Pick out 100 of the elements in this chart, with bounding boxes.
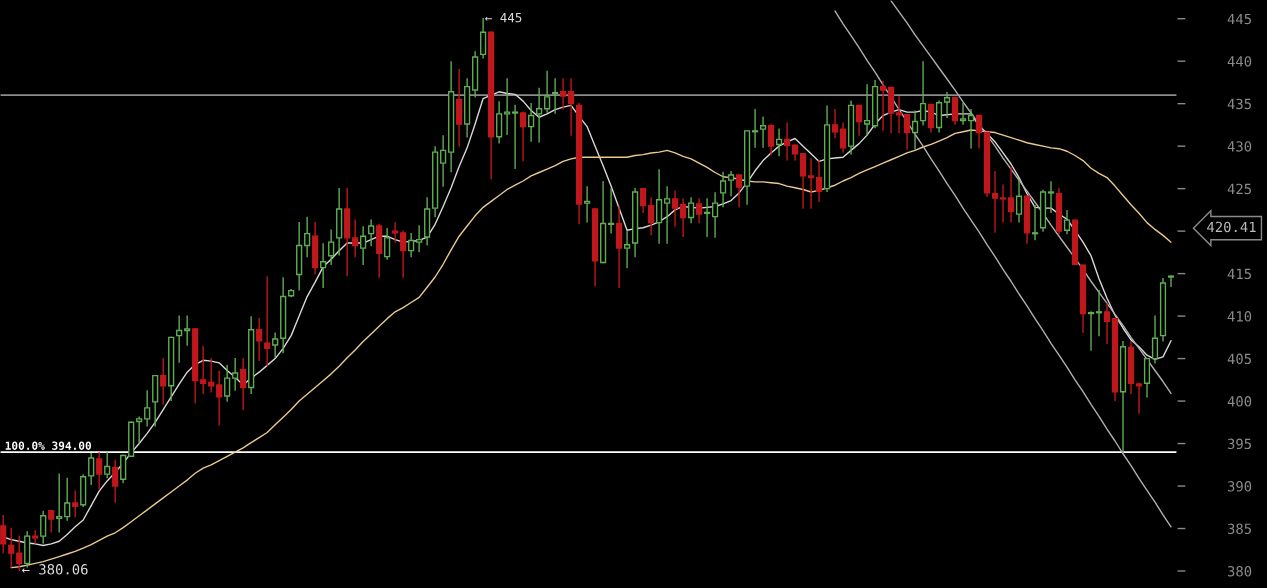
y-tick-label: 400 [1227, 396, 1252, 407]
candlestick [767, 124, 775, 156]
candlestick [368, 219, 375, 247]
candlestick [416, 225, 423, 253]
candlestick [400, 230, 407, 278]
candlestick [967, 108, 975, 149]
candlestick [911, 110, 919, 150]
candlestick [831, 108, 839, 139]
candlestick [264, 276, 271, 367]
candlestick [512, 104, 519, 169]
candlestick [256, 317, 263, 361]
y-tick-label: 415 [1227, 268, 1251, 280]
annotation: ← 380.06 [22, 564, 88, 575]
candlestick [959, 102, 967, 125]
candlestick [1031, 204, 1039, 241]
candlestick [751, 108, 759, 148]
y-tick-label: 440 [1227, 56, 1252, 67]
candlestick [232, 357, 239, 391]
candlestick [775, 128, 783, 157]
candlestick [663, 186, 671, 244]
candlestick [496, 101, 503, 144]
candlestick [719, 171, 727, 208]
candlestick [943, 91, 951, 118]
candlestick [975, 114, 983, 149]
candlestick [272, 332, 279, 358]
candlestick [999, 184, 1007, 223]
y-tick-label: 380 [1227, 566, 1252, 577]
y-tick-label: 425 [1227, 183, 1251, 195]
candlestick [927, 103, 935, 133]
candlestick [200, 345, 207, 395]
candlestick [0, 515, 7, 554]
y-tick-label: 410 [1227, 311, 1252, 322]
candlestick [679, 198, 687, 237]
candlestick [568, 78, 575, 136]
candlestick [727, 170, 735, 197]
candlestick [687, 197, 695, 224]
candlestick [320, 243, 327, 288]
candlestick [360, 226, 367, 265]
candlestick [544, 70, 551, 113]
candlestick [655, 169, 663, 244]
candlestick [647, 197, 655, 236]
candlestick [96, 452, 103, 490]
candlestick [184, 315, 191, 346]
candlestick [72, 490, 79, 518]
candlestick [991, 170, 999, 233]
text: 420.41 [1207, 221, 1256, 233]
candlestick [711, 192, 719, 238]
candlestick [328, 229, 335, 265]
candlestick [88, 453, 95, 486]
candlestick [16, 535, 23, 572]
candlestick [304, 216, 311, 258]
candlestick [703, 198, 711, 237]
candlestick [1103, 302, 1111, 344]
candlestick [1063, 210, 1071, 235]
candlestick [440, 135, 447, 187]
candlestick [695, 198, 703, 224]
candlestick [64, 477, 71, 521]
candlestick [759, 116, 767, 148]
line-series [834, 10, 1172, 528]
candlestick [863, 84, 871, 136]
candlestick [520, 111, 527, 162]
candlestick [144, 390, 151, 427]
y-tick-label: 445 [1227, 13, 1251, 25]
candlestick [1047, 181, 1055, 214]
candlestick [504, 78, 511, 135]
candlestick [639, 187, 647, 214]
annotation: ← 445 [485, 13, 522, 23]
candlestick [384, 227, 391, 260]
candlestick [136, 416, 143, 444]
ref-line-label: 100.0% 394.00 [5, 441, 91, 450]
candlestick [224, 364, 231, 402]
candlestick [56, 473, 63, 533]
candlestick [536, 87, 543, 143]
candlestick [855, 104, 863, 136]
candlestick [392, 221, 399, 243]
candlestick [623, 230, 631, 269]
candlestick [1135, 382, 1143, 414]
candlestick [176, 315, 183, 363]
candlestick [408, 232, 415, 258]
candlestick [120, 454, 127, 484]
candlestick [48, 509, 55, 533]
candlestick [1151, 315, 1159, 364]
candlestick [240, 357, 247, 411]
candlestick [8, 527, 15, 568]
candlestick [799, 153, 807, 209]
candlestick [352, 219, 359, 258]
candlestick [807, 158, 815, 209]
candlestick [1015, 179, 1023, 223]
candlestick [32, 530, 39, 544]
y-tick-label: 435 [1227, 98, 1251, 110]
candlestick [584, 186, 591, 223]
candlestick [895, 96, 903, 134]
candlestick [1095, 289, 1103, 337]
candlestick [1007, 166, 1015, 223]
candlestick [1167, 275, 1175, 288]
candlestick [216, 370, 223, 426]
y-tick-label: 385 [1227, 523, 1251, 535]
candlestick [919, 61, 927, 126]
candlestick [560, 78, 567, 110]
candlestick [552, 78, 559, 114]
